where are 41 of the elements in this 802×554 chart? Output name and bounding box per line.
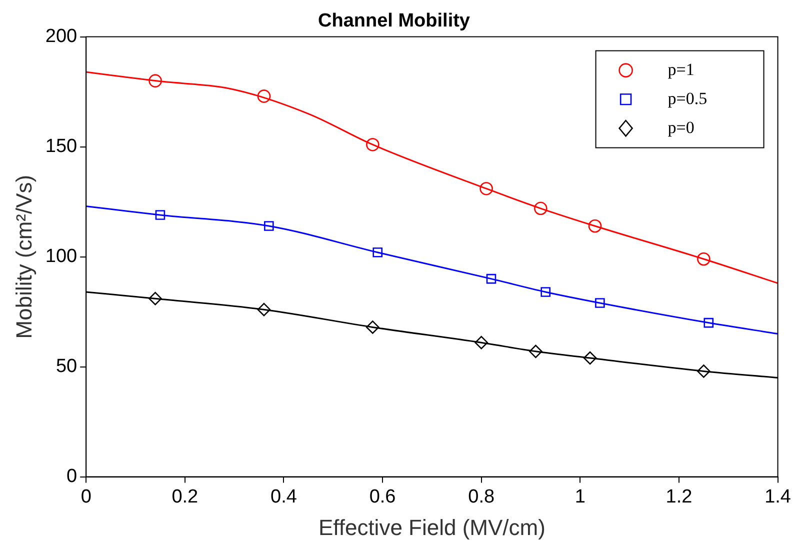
point — [704, 318, 714, 328]
x-tick-label: 0.8 — [468, 486, 495, 508]
point — [474, 336, 488, 350]
point — [257, 90, 271, 103]
x-tick-label: 1.4 — [764, 486, 792, 508]
y-axis-title: Mobility (cm²/Vs) — [11, 174, 36, 339]
legend-label: p=0 — [668, 118, 694, 137]
legend-label: p=1 — [668, 60, 694, 79]
x-tick-label: 0.4 — [270, 486, 298, 508]
point — [264, 221, 274, 231]
x-tick-label: 1.2 — [666, 486, 692, 508]
point — [480, 182, 493, 196]
y-tick-label: 150 — [45, 136, 78, 158]
point — [257, 302, 271, 316]
line-series — [86, 205, 778, 335]
point — [155, 210, 166, 220]
point — [366, 138, 380, 152]
point — [148, 74, 162, 88]
point — [595, 298, 605, 308]
point — [540, 287, 550, 297]
legend-label: p=0.5 — [668, 88, 708, 108]
x-tick-label: 0.2 — [172, 486, 198, 508]
y-tick-label: 200 — [45, 26, 78, 48]
point — [366, 320, 380, 334]
point — [529, 344, 542, 358]
chart-title: Channel Mobility — [318, 10, 470, 32]
y-tick-label: 100 — [45, 246, 78, 268]
point — [486, 274, 496, 284]
x-tick-label: 1 — [574, 486, 586, 508]
y-tick-label: 0 — [66, 466, 78, 488]
x-axis-title: Effective Field (MV/cm) — [318, 514, 546, 540]
point — [372, 248, 382, 258]
point — [697, 252, 710, 266]
point — [588, 219, 602, 233]
point — [697, 364, 710, 378]
point — [583, 351, 597, 365]
point — [148, 292, 162, 306]
x-tick-label: 0.6 — [369, 486, 396, 508]
y-tick-label: 50 — [56, 356, 78, 378]
x-tick-label: 0 — [80, 486, 92, 508]
point — [534, 202, 548, 216]
